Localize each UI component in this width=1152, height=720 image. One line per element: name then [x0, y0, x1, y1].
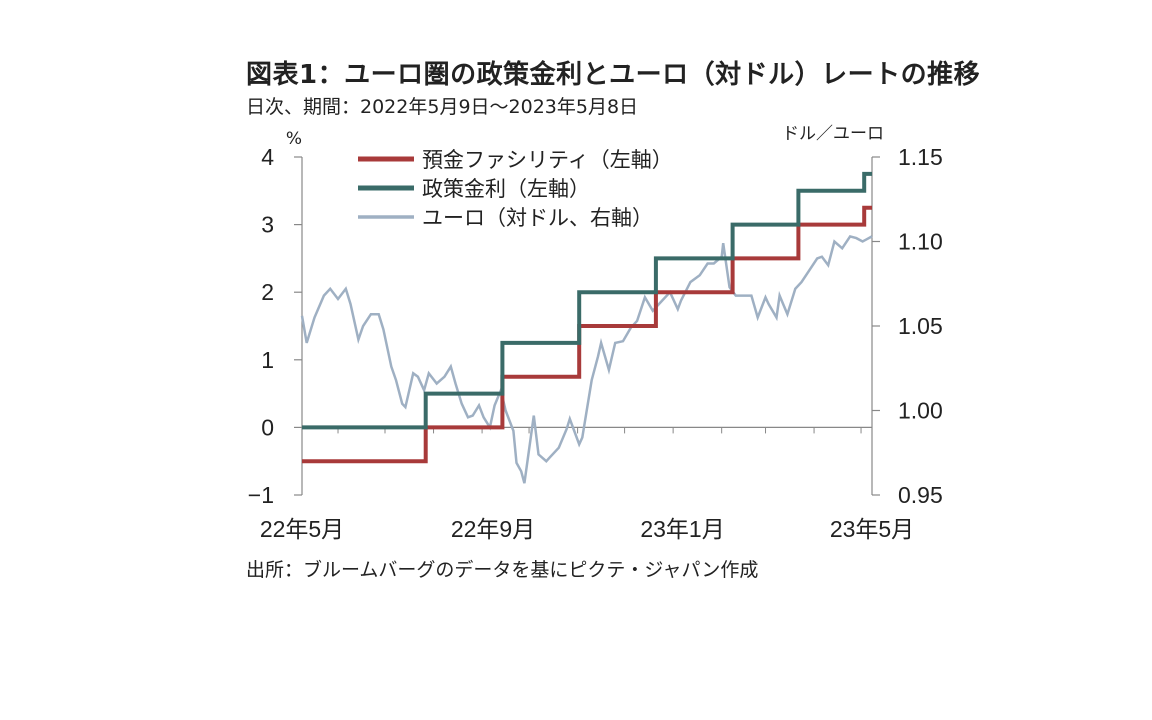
legend-label: 預金ファシリティ（左軸）: [422, 148, 673, 172]
source-note: 出所：ブルームバーグのデータを基にピクテ・ジャパン作成: [246, 559, 759, 581]
right-tick-label: 0.95: [898, 482, 943, 508]
right-tick-label: 1.10: [898, 229, 943, 255]
policy-rate-line: [302, 171, 872, 430]
right-tick-label: 1.05: [898, 313, 943, 339]
left-tick-label: 0: [261, 414, 274, 440]
chart-title: 図表1：ユーロ圏の政策金利とユーロ（対ドル）レートの推移: [246, 60, 981, 90]
deposit-facility-line: [302, 205, 872, 464]
left-tick-label: −1: [248, 482, 274, 508]
legend: 預金ファシリティ（左軸） 政策金利（左軸） ユーロ（対ドル、右軸）: [358, 148, 673, 230]
right-tick-label: 1.15: [898, 144, 943, 170]
left-tick-label: 1: [261, 347, 274, 373]
legend-label: ユーロ（対ドル、右軸）: [422, 206, 653, 230]
right-tick-label: 1.00: [898, 398, 943, 424]
left-tick-label: 2: [261, 279, 274, 305]
left-axis-unit: %: [286, 129, 302, 149]
x-tick-label: 23年1月: [640, 516, 724, 542]
x-tick-label: 23年5月: [830, 516, 914, 542]
right-axis-unit: ドル／ユーロ: [782, 124, 884, 144]
chart-subtitle: 日次、期間：2022年5月9日～2023年5月8日: [246, 96, 639, 118]
left-tick-label: 4: [261, 144, 274, 170]
plot-area: [300, 171, 873, 484]
eur-usd-line: [300, 234, 873, 484]
left-tick-label: 3: [261, 212, 274, 238]
x-tick-label: 22年9月: [451, 516, 535, 542]
x-tick-label: 22年5月: [260, 516, 344, 542]
axes: 4 3 2 1 0 −1 1.15 1.10 1.05 1.00 0.95% ドル／ユーロ 22年5月 2…: [248, 124, 943, 542]
legend-label: 政策金利（左軸）: [422, 177, 590, 201]
